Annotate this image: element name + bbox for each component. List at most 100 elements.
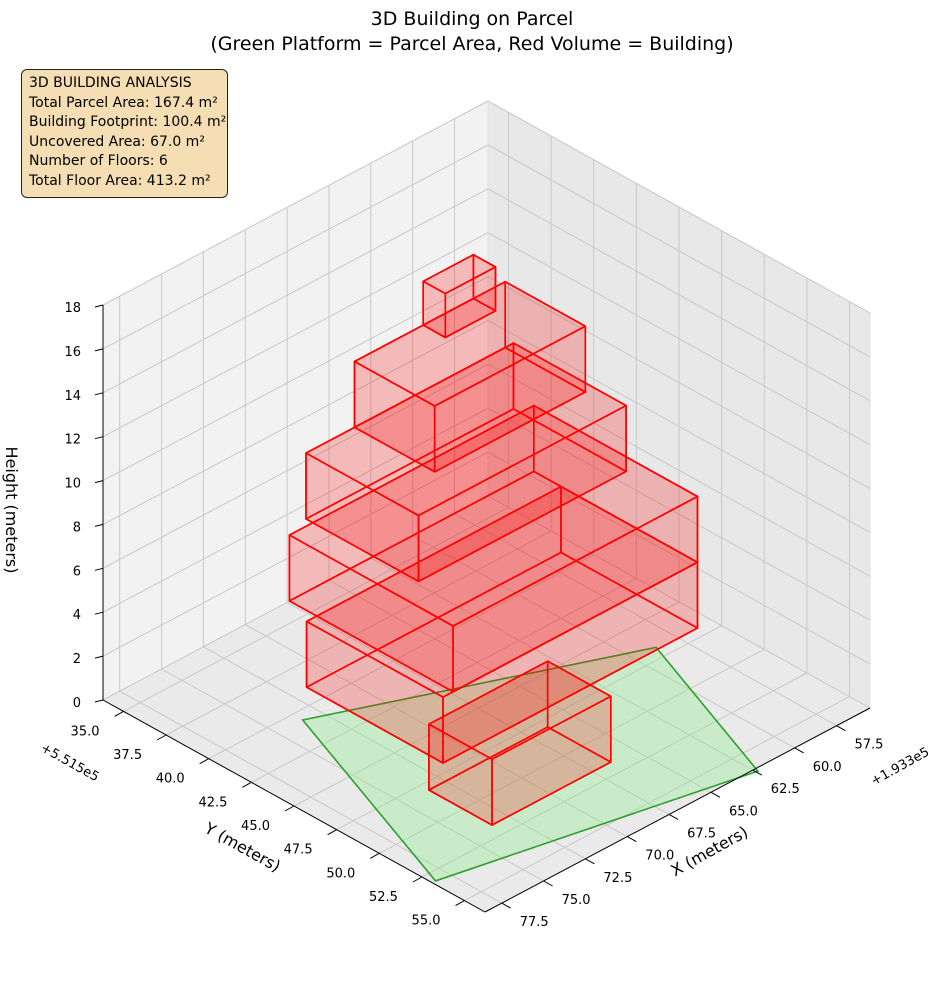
z-tick-label: 2 xyxy=(73,652,81,667)
grid-z-left xyxy=(102,363,489,569)
y-offset-label: +5.515e5 xyxy=(38,741,102,785)
z-tick-label: 10 xyxy=(64,477,81,492)
floor-1-face xyxy=(428,723,493,826)
x-tick-mark xyxy=(585,858,595,865)
grid-y-floor xyxy=(251,577,637,783)
x-tick-label: 62.5 xyxy=(771,782,800,797)
z-tick-label: 4 xyxy=(73,608,81,623)
analysis-info-box: 3D BUILDING ANALYSIS Total Parcel Area: … xyxy=(21,69,228,198)
grid-z-left xyxy=(102,100,489,306)
x-tick-label: 65.0 xyxy=(729,804,758,819)
z-tick-label: 0 xyxy=(73,696,81,711)
grid-z-right xyxy=(487,495,871,709)
y-tick-label: 52.5 xyxy=(369,890,398,905)
y-tick-label-mark xyxy=(327,829,337,836)
grid-z-left xyxy=(102,407,489,613)
z-tick-label: 6 xyxy=(73,564,81,579)
z-tick-mark xyxy=(94,392,104,396)
info-line-footprint: Building Footprint: 100.4 m² xyxy=(29,114,227,131)
grid-z-right xyxy=(487,144,871,358)
grid-y-floor xyxy=(123,506,509,712)
z-tick-label: 8 xyxy=(73,520,81,535)
z-tick-label: 16 xyxy=(64,345,81,360)
y-tick-label: 55.0 xyxy=(412,914,441,929)
chart-subtitle: (Green Platform = Parcel Area, Red Volum… xyxy=(210,33,733,55)
x-tick-mark xyxy=(668,813,679,820)
info-line-floor-area: Total Floor Area: 413.2 m² xyxy=(29,172,211,189)
chart-title: 3D Building on Parcel xyxy=(371,8,574,30)
x-tick-label: 72.5 xyxy=(603,871,632,886)
z-tick-mark xyxy=(94,523,104,527)
grid-z-left xyxy=(102,188,489,394)
x-tick-label: 75.0 xyxy=(562,893,591,908)
grid-y-floor xyxy=(421,672,808,878)
info-line-floors: Number of Floors: 6 xyxy=(29,153,168,170)
floor-6-face xyxy=(472,253,497,312)
floor-3-face xyxy=(532,404,699,564)
grid-z-right xyxy=(487,232,871,446)
grid-y-floor xyxy=(293,601,680,807)
floor-3-face xyxy=(288,534,454,693)
floor-5-face xyxy=(504,280,587,393)
z-tick-mark xyxy=(94,655,104,659)
grid-z-left xyxy=(102,144,489,350)
z-tick-mark xyxy=(94,304,104,308)
floor-4-face xyxy=(305,452,420,583)
floor-2-face xyxy=(305,620,444,764)
z-tick-label: 12 xyxy=(64,433,81,448)
y-tick-label-mark xyxy=(114,710,124,717)
z-tick-mark xyxy=(94,480,104,484)
x-tick-mark xyxy=(836,725,846,732)
z-tick-label: 18 xyxy=(64,301,81,316)
z-tick-mark xyxy=(94,436,104,440)
parcel-platform xyxy=(301,646,760,882)
x-tick-mark xyxy=(710,791,721,798)
x-tick-mark xyxy=(501,902,511,909)
floor-1-face xyxy=(546,660,612,763)
y-tick-label-mark xyxy=(242,781,252,788)
y-tick-label: 47.5 xyxy=(284,843,313,858)
z-tick-mark xyxy=(94,567,104,571)
y-tick-label: 40.0 xyxy=(156,772,185,787)
grid-z-left xyxy=(102,451,489,657)
x-tick-label: 67.5 xyxy=(687,826,716,841)
grid-z-left xyxy=(102,232,489,438)
grid-z-right xyxy=(487,276,871,490)
grid-y-floor xyxy=(208,554,594,760)
y-tick-label: 50.0 xyxy=(326,866,355,881)
x-tick-label: 60.0 xyxy=(813,760,842,775)
z-axis-label: Height (meters) xyxy=(2,447,21,574)
y-tick-label-mark xyxy=(156,734,167,741)
x-tick-mark xyxy=(752,769,763,776)
grid-z-left xyxy=(102,319,489,525)
info-line-parcel-area: Total Parcel Area: 167.4 m² xyxy=(29,94,218,111)
floor-6-face xyxy=(422,280,447,339)
x-tick-label: 70.0 xyxy=(645,849,674,864)
info-line-heading: 3D BUILDING ANALYSIS xyxy=(29,75,192,91)
z-tick-mark xyxy=(94,611,104,615)
z-tick-mark xyxy=(94,699,104,703)
grid-z-right xyxy=(487,407,871,621)
grid-z-right xyxy=(487,100,871,314)
grid-y-floor xyxy=(379,648,765,854)
grid-z-right xyxy=(487,451,871,665)
z-tick-mark xyxy=(94,348,104,352)
x-tick-label: 57.5 xyxy=(855,738,884,753)
grid-y-floor xyxy=(464,696,850,902)
x-axis-line xyxy=(484,707,871,913)
z-tick-label: 14 xyxy=(64,389,81,404)
y-tick-label: 35.0 xyxy=(71,724,100,739)
y-tick-label-mark xyxy=(199,758,209,765)
x-tick-label: 77.5 xyxy=(520,915,549,930)
floor-5-face xyxy=(353,360,436,473)
grid-z-right xyxy=(487,319,871,533)
grid-y-floor xyxy=(165,530,552,736)
x-tick-mark xyxy=(627,836,637,843)
y-tick-label: 45.0 xyxy=(241,819,270,834)
grid-y-floor xyxy=(336,625,722,831)
y-tick-label: 37.5 xyxy=(113,748,142,763)
x-tick-mark xyxy=(543,880,553,887)
x-tick-mark xyxy=(794,747,804,754)
y-tick-label-mark xyxy=(284,805,295,812)
